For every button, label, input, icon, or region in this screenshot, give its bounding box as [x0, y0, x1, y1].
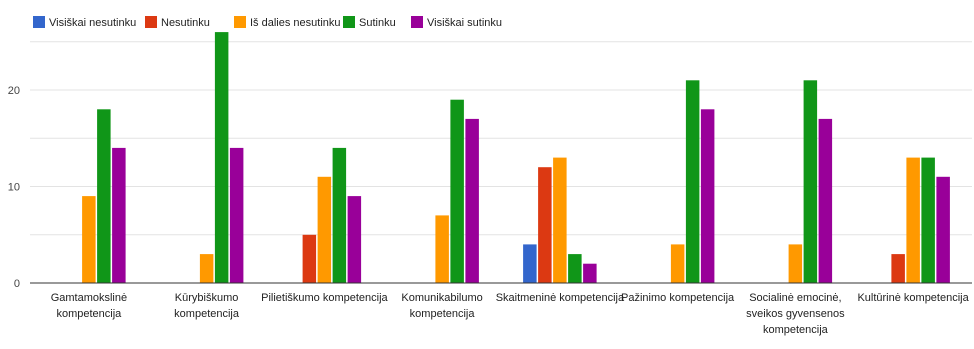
bar	[583, 263, 597, 283]
x-tick-label-line: kompetencija	[410, 308, 476, 320]
x-tick-label-line: Gamtamokslinė	[51, 292, 127, 304]
y-tick-label: 0	[14, 278, 20, 290]
bars	[82, 32, 950, 284]
bar	[435, 215, 449, 283]
bar	[670, 244, 685, 283]
legend-label: Sutinku	[359, 17, 396, 29]
x-tick-label-line: kompetencija	[56, 308, 122, 320]
bar	[97, 109, 111, 283]
bar	[936, 176, 950, 283]
legend-label: Iš dalies nesutinku	[250, 17, 341, 29]
legend-swatch	[411, 16, 423, 28]
bar	[214, 32, 229, 283]
legend-swatch	[145, 16, 157, 28]
legend: Visiškai nesutinku Nesutinku Iš dalies nes…	[33, 16, 502, 29]
x-tick-label: Socialinė emocinė, sveikos gyvensenos komp…	[746, 292, 845, 336]
legend-label: Visiškai nesutinku	[49, 17, 136, 29]
legend-swatch	[343, 16, 355, 28]
x-tick-label-line: Socialinė emocinė,	[749, 292, 841, 304]
x-tick-label-line: Pilietiškumo kompetencija	[261, 292, 388, 304]
x-tick-label: Kultūrinė kompetencija	[857, 292, 969, 304]
bar	[803, 80, 818, 283]
x-tick-label-line: Komunikabilumo	[401, 292, 482, 304]
x-tick-label: Kūrybiškumo kompetencija	[174, 292, 240, 320]
bar	[465, 118, 479, 284]
x-tick-label: Gamtamokslinė kompetencija	[51, 292, 127, 320]
bar	[568, 254, 582, 284]
bar	[82, 196, 96, 283]
bar	[450, 99, 464, 283]
y-tick-label: 10	[8, 182, 20, 194]
bar	[112, 147, 126, 283]
y-tick-label: 20	[8, 85, 20, 97]
legend-label: Nesutinku	[161, 17, 210, 29]
x-tick-label: Skaitmeninė kompetencija	[496, 292, 625, 304]
bar	[302, 234, 317, 284]
bar	[700, 109, 715, 283]
bar	[921, 157, 935, 284]
bar	[332, 147, 347, 283]
bar	[347, 196, 362, 283]
bar	[317, 176, 332, 283]
bar	[818, 118, 833, 284]
x-tick-label-line: Skaitmeninė kompetencija	[496, 292, 625, 304]
legend-swatch	[33, 16, 45, 28]
legend-label: Visiškai sutinku	[427, 17, 502, 29]
bar	[788, 244, 803, 283]
bar	[538, 167, 552, 283]
x-tick-label-line: Kūrybiškumo	[175, 292, 239, 304]
bar	[553, 157, 567, 284]
legend-swatch	[234, 16, 246, 28]
x-tick-label-line: kompetencija	[763, 324, 829, 336]
bar	[229, 147, 244, 283]
x-tick-label: Komunikabilumo kompetencija	[401, 292, 482, 320]
bar	[906, 157, 920, 284]
bar	[891, 254, 905, 284]
x-tick-label: Pažinimo kompetencija	[621, 292, 735, 304]
x-tick-label-line: Pažinimo kompetencija	[621, 292, 735, 304]
bar	[523, 244, 537, 283]
x-tick-label-line: kompetencija	[174, 308, 240, 320]
x-tick-label: Pilietiškumo kompetencija	[261, 292, 388, 304]
x-tick-label-line: sveikos gyvensenos	[746, 308, 845, 320]
bar	[199, 254, 214, 284]
bar	[685, 80, 700, 283]
x-tick-label-line: Kultūrinė kompetencija	[857, 292, 969, 304]
